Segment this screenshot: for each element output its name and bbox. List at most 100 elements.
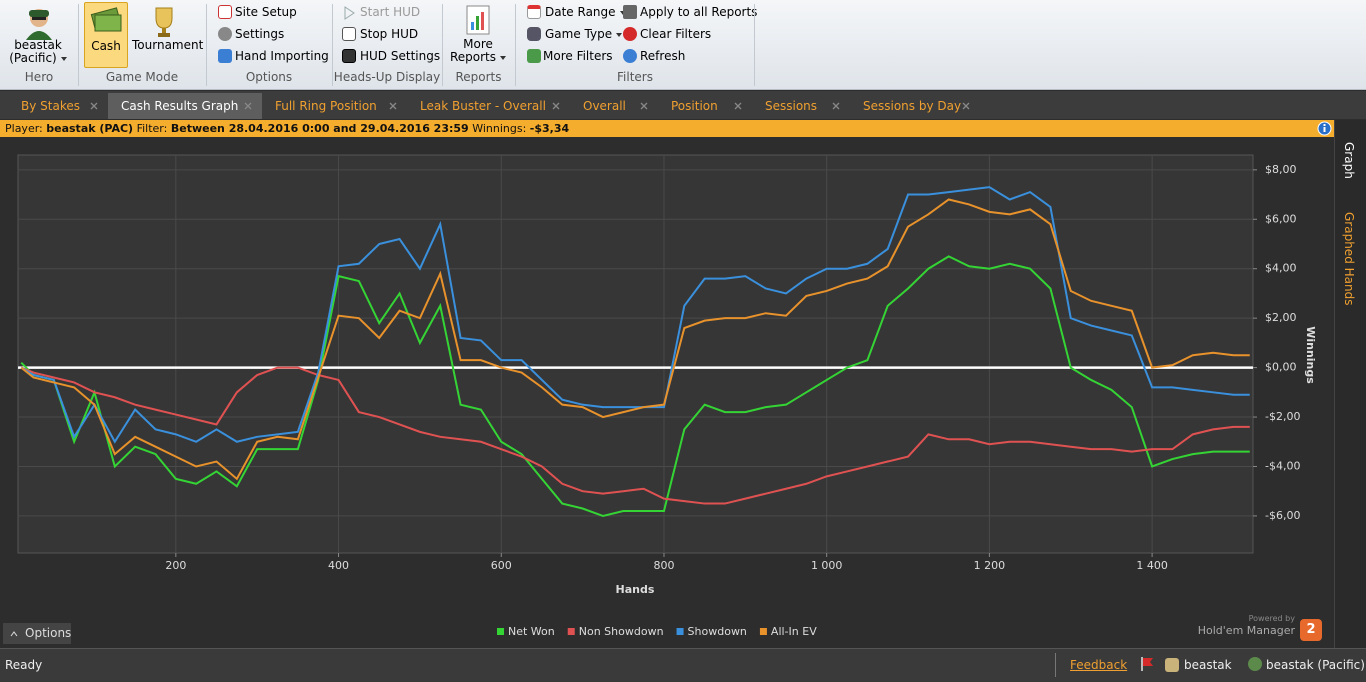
import-icon [218,49,232,63]
x-tick-label: 1 400 [1136,559,1168,572]
x-axis-label: Hands [616,583,655,596]
x-tick-label: 800 [653,559,674,572]
caret [60,56,67,61]
group-label: Options [245,70,293,84]
tab[interactable]: Full Ring Position [262,93,407,119]
legend-swatch [759,628,767,635]
clear-filters[interactable]: Clear Filters [640,27,712,41]
tab[interactable]: Sessions by Day [850,93,980,119]
tab-label: Position [671,99,718,113]
x-tick-label: 400 [328,559,349,572]
more-reports[interactable]: More Reports [448,38,508,64]
tab[interactable]: Leak Buster - Overall [407,93,570,119]
reports-icon [466,5,490,35]
tab-label: Leak Buster - Overall [420,99,546,113]
stop-hud[interactable]: Stop HUD [360,27,419,41]
tab-close[interactable] [832,102,840,110]
refresh-icon [623,49,637,63]
group-label: Heads-Up Display [333,70,441,84]
group-label: Game Mode [105,70,179,84]
more-filters[interactable]: More Filters [543,49,613,63]
legend-label: Non Showdown [579,625,664,638]
series-line [20,255,1250,517]
settings[interactable]: Settings [235,27,285,41]
y-tick-label: $2,00 [1265,311,1297,324]
separator [206,4,207,86]
clear-icon [623,27,637,41]
user-icon [1165,658,1179,672]
date-range[interactable]: Date Range [545,5,626,19]
brand: Hold'em Manager [1197,624,1295,637]
side-tab[interactable]: Graphed Hands [1342,212,1356,306]
series-line [20,198,1250,481]
flag-icon [1141,657,1153,671]
stop-hud-icon [342,27,356,41]
x-tick-label: 1 000 [811,559,843,572]
tab[interactable]: Position [658,93,752,119]
hero-avatar[interactable] [22,4,56,40]
status-player: beastak (Pacific) [1266,658,1365,672]
tab[interactable]: Overall [570,93,658,119]
game-type-label: Game Type [545,27,613,41]
tab[interactable]: By Stakes [8,93,108,119]
y-axis-label: Winnings [1304,326,1317,384]
date-range-label: Date Range [545,5,616,19]
hero-site-wrap[interactable]: (Pacific) [8,51,68,65]
more-reports-label: More Reports [449,37,497,64]
filter-bar: Player: beastak (PAC) Filter: Between 28… [0,120,1334,137]
help-icon[interactable] [1317,121,1332,136]
separator [1055,653,1056,677]
separator [442,4,443,86]
side-tab[interactable]: Graph [1342,142,1356,179]
group-label: Reports [455,70,502,84]
group-label: Filters [617,70,653,84]
game-type[interactable]: Game Type [545,27,623,41]
apply-all[interactable]: Apply to all Reports [640,5,758,19]
tab-close[interactable] [244,102,252,110]
feedback-link[interactable]: Feedback [1070,658,1128,672]
start-hud-icon [344,6,355,20]
tab-label: By Stakes [21,99,80,113]
cash-button[interactable]: Cash [84,2,128,68]
legend-label: All-In EV [771,625,817,638]
site-setup[interactable]: Site Setup [235,5,297,19]
tab-close[interactable] [90,102,98,110]
separator [332,4,333,86]
tournament-button[interactable]: Tournament [132,4,203,64]
start-hud[interactable]: Start HUD [360,5,421,19]
hero-name[interactable]: beastak [14,38,62,52]
legend-swatch [676,628,684,635]
date-range-icon [527,5,541,19]
tab-close[interactable] [640,102,648,110]
options-caret [10,631,18,637]
hand-importing[interactable]: Hand Importing [235,49,329,63]
x-tick-label: 200 [165,559,186,572]
brand-version: 2 [1300,619,1322,641]
tab-label: Full Ring Position [275,99,377,113]
tab-close[interactable] [552,102,560,110]
tab-close[interactable] [962,102,970,110]
x-tick-label: 600 [491,559,512,572]
player-label: Player: [5,122,43,135]
legend-label: Net Won [508,625,555,638]
avatar-icon [26,9,52,40]
cash-label: Cash [91,39,121,53]
settings-icon [218,27,232,41]
tab[interactable]: Sessions [752,93,850,119]
hud-settings[interactable]: HUD Settings [360,49,441,63]
side-panel: Graph Graphed Hands [1334,120,1366,648]
tab-close[interactable] [389,102,397,110]
options-button[interactable]: Options [3,623,71,644]
tab-close[interactable] [734,102,742,110]
tab[interactable]: Cash Results Graph [108,93,262,119]
legend-label: Showdown [688,625,747,638]
winnings: -$3,34 [529,122,570,135]
tab-label: Overall [583,99,626,113]
refresh[interactable]: Refresh [640,49,686,63]
series-line [20,186,1250,444]
separator [78,4,79,86]
y-tick-label: $0,00 [1265,361,1297,374]
group-label: Hero [24,70,54,84]
game-type-icon [527,27,541,41]
